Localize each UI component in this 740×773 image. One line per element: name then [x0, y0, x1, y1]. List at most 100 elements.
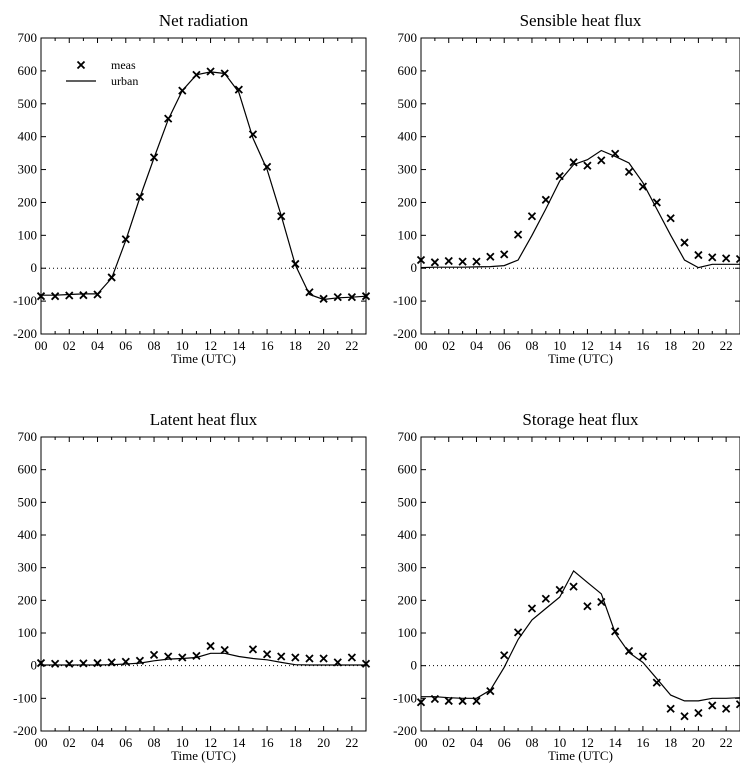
y-tick-label: 700 — [398, 429, 418, 444]
y-tick-label: 400 — [18, 527, 38, 542]
x-tick-label: 02 — [63, 735, 76, 750]
data-point-meas — [528, 213, 535, 220]
y-tick-label: 700 — [18, 429, 38, 444]
data-point-meas — [709, 254, 716, 261]
y-tick-label: -200 — [13, 723, 37, 738]
panel-4: Storage heat flux-200-100010020030040050… — [393, 410, 740, 763]
plot-frame — [41, 38, 366, 334]
y-tick-label: 300 — [398, 560, 418, 575]
x-tick-label: 06 — [498, 735, 512, 750]
data-point-meas — [626, 168, 633, 175]
data-point-meas — [292, 654, 299, 661]
data-point-meas — [445, 257, 452, 264]
data-point-meas — [445, 697, 452, 704]
y-tick-label: 200 — [398, 592, 418, 607]
data-point-meas — [723, 255, 730, 262]
y-tick-label: 700 — [18, 30, 38, 45]
panel-title: Sensible heat flux — [520, 11, 642, 30]
y-tick-label: 400 — [398, 527, 418, 542]
series-line-urban — [41, 653, 366, 665]
y-tick-label: 600 — [18, 462, 38, 477]
x-tick-label: 20 — [317, 735, 330, 750]
y-tick-label: 300 — [398, 162, 418, 177]
panel-title: Latent heat flux — [150, 410, 258, 429]
legend-label: urban — [111, 74, 138, 88]
x-tick-label: 20 — [692, 735, 705, 750]
x-tick-label: 16 — [636, 735, 650, 750]
series-line-urban — [421, 571, 740, 701]
y-tick-label: 200 — [18, 592, 38, 607]
x-tick-label: 02 — [442, 338, 455, 353]
y-tick-label: 400 — [18, 129, 38, 144]
data-point-meas — [207, 643, 214, 650]
x-tick-label: 18 — [289, 735, 302, 750]
data-point-meas — [542, 595, 549, 602]
data-point-meas — [320, 655, 327, 662]
series-line-urban — [41, 72, 366, 300]
x-tick-label: 00 — [35, 735, 48, 750]
x-tick-label: 16 — [261, 735, 275, 750]
y-tick-label: 500 — [398, 494, 418, 509]
x-axis-label: Time (UTC) — [548, 748, 613, 763]
y-tick-label: 400 — [398, 129, 418, 144]
data-point-meas — [695, 710, 702, 717]
y-tick-label: -200 — [393, 326, 417, 341]
x-tick-label: 08 — [525, 735, 538, 750]
data-point-meas — [348, 654, 355, 661]
x-tick-label: 22 — [720, 338, 733, 353]
data-point-meas — [695, 252, 702, 259]
x-tick-label: 22 — [345, 735, 358, 750]
y-tick-label: 0 — [31, 658, 38, 673]
y-tick-label: 100 — [18, 625, 38, 640]
y-tick-label: -100 — [393, 690, 417, 705]
y-tick-label: 700 — [398, 30, 418, 45]
x-tick-label: 06 — [498, 338, 512, 353]
x-tick-label: 00 — [415, 338, 428, 353]
data-point-meas — [151, 651, 158, 658]
x-tick-label: 00 — [35, 338, 48, 353]
y-tick-label: 200 — [18, 194, 38, 209]
data-point-meas — [737, 701, 740, 708]
x-tick-label: 08 — [525, 338, 538, 353]
data-point-meas — [667, 705, 674, 712]
x-axis-label: Time (UTC) — [548, 351, 613, 366]
y-tick-label: -100 — [393, 293, 417, 308]
y-tick-label: 0 — [411, 658, 418, 673]
data-point-meas — [249, 646, 256, 653]
data-point-meas — [723, 705, 730, 712]
y-tick-label: 600 — [18, 63, 38, 78]
data-point-meas — [528, 605, 535, 612]
x-tick-label: 06 — [119, 338, 133, 353]
panel-2: Sensible heat flux-200-10001002003004005… — [393, 11, 740, 366]
y-tick-label: -100 — [13, 690, 37, 705]
x-tick-label: 02 — [63, 338, 76, 353]
data-point-meas — [94, 291, 101, 298]
y-tick-label: 600 — [398, 63, 418, 78]
x-tick-label: 16 — [636, 338, 650, 353]
x-tick-label: 16 — [261, 338, 275, 353]
x-tick-label: 00 — [415, 735, 428, 750]
x-tick-label: 04 — [91, 735, 105, 750]
data-point-meas — [264, 651, 271, 658]
panel-1: Net radiation-200-1000100200300400500600… — [13, 11, 369, 366]
data-point-meas — [431, 259, 438, 266]
x-tick-label: 02 — [442, 735, 455, 750]
data-point-meas — [221, 646, 228, 653]
y-tick-label: -200 — [393, 723, 417, 738]
data-point-meas — [542, 196, 549, 203]
x-tick-label: 04 — [470, 735, 484, 750]
data-point-meas — [459, 258, 466, 265]
x-tick-label: 08 — [148, 735, 161, 750]
y-tick-label: -200 — [13, 326, 37, 341]
panel-title: Net radiation — [159, 11, 249, 30]
data-point-meas — [515, 629, 522, 636]
data-point-meas — [737, 256, 740, 263]
x-tick-label: 08 — [148, 338, 161, 353]
data-point-meas — [681, 713, 688, 720]
data-point-meas — [598, 157, 605, 164]
x-tick-label: 04 — [470, 338, 484, 353]
y-tick-label: 100 — [18, 227, 38, 242]
x-tick-label: 04 — [91, 338, 105, 353]
